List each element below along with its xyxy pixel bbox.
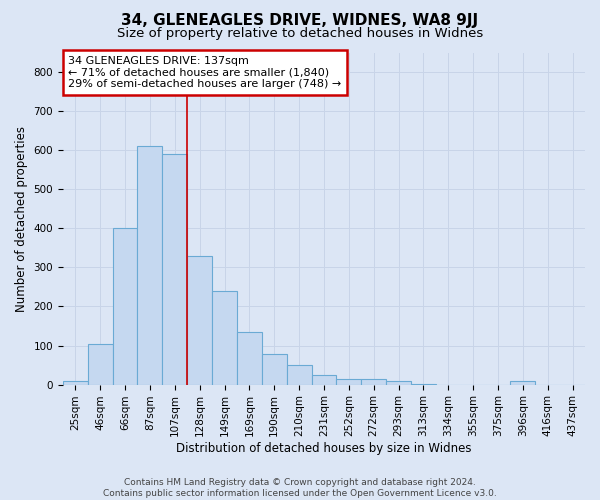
- Bar: [113, 228, 137, 384]
- Bar: [337, 378, 361, 384]
- Bar: [311, 375, 337, 384]
- Y-axis label: Number of detached properties: Number of detached properties: [15, 126, 28, 312]
- Bar: [88, 344, 113, 384]
- Bar: [63, 382, 88, 384]
- Bar: [511, 382, 535, 384]
- Text: 34, GLENEAGLES DRIVE, WIDNES, WA8 9JJ: 34, GLENEAGLES DRIVE, WIDNES, WA8 9JJ: [121, 12, 479, 28]
- Bar: [137, 146, 163, 384]
- Bar: [386, 382, 411, 384]
- Bar: [287, 365, 311, 384]
- Bar: [237, 332, 262, 384]
- Bar: [361, 378, 386, 384]
- X-axis label: Distribution of detached houses by size in Widnes: Distribution of detached houses by size …: [176, 442, 472, 455]
- Bar: [262, 354, 287, 384]
- Text: 34 GLENEAGLES DRIVE: 137sqm
← 71% of detached houses are smaller (1,840)
29% of : 34 GLENEAGLES DRIVE: 137sqm ← 71% of det…: [68, 56, 341, 89]
- Bar: [212, 291, 237, 384]
- Bar: [187, 256, 212, 384]
- Bar: [163, 154, 187, 384]
- Text: Size of property relative to detached houses in Widnes: Size of property relative to detached ho…: [117, 28, 483, 40]
- Text: Contains HM Land Registry data © Crown copyright and database right 2024.
Contai: Contains HM Land Registry data © Crown c…: [103, 478, 497, 498]
